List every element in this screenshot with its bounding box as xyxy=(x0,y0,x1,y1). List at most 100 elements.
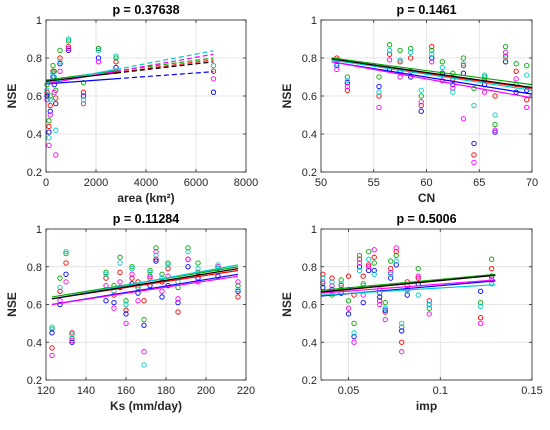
data-point xyxy=(153,245,159,251)
data-point xyxy=(376,89,382,95)
data-point xyxy=(356,267,363,274)
data-point xyxy=(135,298,141,304)
data-point xyxy=(117,279,123,285)
data-point xyxy=(338,281,344,287)
data-point xyxy=(471,152,477,158)
data-point xyxy=(513,76,519,82)
data-point xyxy=(195,260,201,266)
fit-line xyxy=(45,78,117,85)
data-point xyxy=(429,59,435,65)
data-point xyxy=(382,305,388,311)
data-point xyxy=(53,100,59,107)
data-point xyxy=(175,296,181,302)
data-point xyxy=(408,45,414,52)
data-point xyxy=(471,140,477,147)
data-point xyxy=(80,97,87,103)
data-point xyxy=(80,89,87,95)
x-tick-label: 180 xyxy=(157,385,175,397)
fit-line-extrapolated xyxy=(115,59,214,74)
data-point xyxy=(399,339,405,345)
data-point xyxy=(524,104,530,111)
data-point xyxy=(393,258,399,264)
data-point xyxy=(415,265,421,272)
data-point xyxy=(235,294,241,300)
data-point xyxy=(376,74,382,80)
data-point xyxy=(344,83,351,90)
data-point xyxy=(360,273,366,279)
data-point xyxy=(147,275,153,281)
chart-panel-3: 120 140 160 180 200 220 0.2 0.4 0.6 0.8 1 p = 0.112… xyxy=(5,212,255,413)
data-point xyxy=(450,70,456,76)
data-point xyxy=(185,245,191,251)
data-point xyxy=(103,275,109,281)
y-tick-label: 0.2 xyxy=(27,167,42,179)
fit-line xyxy=(45,72,117,82)
fit-line xyxy=(331,58,533,89)
data-point xyxy=(488,256,495,262)
x-tick-label: 8000 xyxy=(234,177,258,189)
data-point xyxy=(141,322,147,328)
data-point xyxy=(344,80,351,86)
data-point xyxy=(195,265,201,272)
data-point xyxy=(57,275,63,281)
data-point xyxy=(386,42,393,48)
x-axis-label: Ks (mm/day) xyxy=(110,399,182,413)
data-point xyxy=(329,279,335,285)
data-point xyxy=(418,102,424,109)
data-point xyxy=(80,80,87,86)
x-tick-label: 70 xyxy=(526,177,538,189)
data-point xyxy=(371,271,377,277)
data-point xyxy=(408,49,414,55)
data-point xyxy=(210,68,217,74)
data-point xyxy=(429,55,435,61)
x-tick-label: 4000 xyxy=(134,177,158,189)
fit-line xyxy=(320,274,496,293)
data-point xyxy=(129,265,135,272)
data-point xyxy=(53,127,59,133)
data-point xyxy=(377,294,383,300)
data-point xyxy=(175,309,181,315)
data-point xyxy=(492,129,498,135)
y-tick-label: 0.8 xyxy=(27,262,42,274)
data-point xyxy=(460,61,467,67)
data-point xyxy=(57,68,63,74)
data-point xyxy=(471,102,477,109)
data-point xyxy=(153,256,159,262)
x-tick-label: 0.15 xyxy=(521,385,542,397)
fit-line xyxy=(331,61,533,99)
data-point xyxy=(399,349,405,355)
data-point xyxy=(123,307,129,313)
x-tick-label: 200 xyxy=(197,385,215,397)
data-point xyxy=(53,95,59,101)
data-point xyxy=(351,339,357,345)
data-point xyxy=(135,279,141,285)
data-point xyxy=(47,102,53,109)
x-tick-label: 120 xyxy=(37,385,55,397)
data-point xyxy=(113,53,119,59)
data-point xyxy=(159,294,165,300)
data-point xyxy=(492,121,498,128)
data-point xyxy=(338,277,344,283)
data-point xyxy=(95,55,102,61)
y-tick-label: 0.6 xyxy=(27,300,42,312)
x-tick-label: 2000 xyxy=(84,177,108,189)
fit-line xyxy=(51,275,239,306)
data-point xyxy=(439,64,445,71)
data-point xyxy=(351,333,357,340)
data-point xyxy=(366,262,372,268)
data-point xyxy=(418,87,424,93)
data-point xyxy=(141,298,147,304)
data-point xyxy=(415,292,421,298)
data-point xyxy=(49,324,55,330)
fit-line-extrapolated xyxy=(115,53,214,73)
data-point xyxy=(210,76,217,82)
data-point xyxy=(393,262,399,268)
data-point xyxy=(123,298,129,304)
y-tick-label: 1 xyxy=(36,224,42,236)
data-point xyxy=(399,324,405,330)
data-point xyxy=(80,100,87,107)
data-point xyxy=(481,72,488,78)
data-point xyxy=(65,45,72,52)
y-tick-label: 0.2 xyxy=(302,375,317,387)
data-point xyxy=(50,62,56,69)
